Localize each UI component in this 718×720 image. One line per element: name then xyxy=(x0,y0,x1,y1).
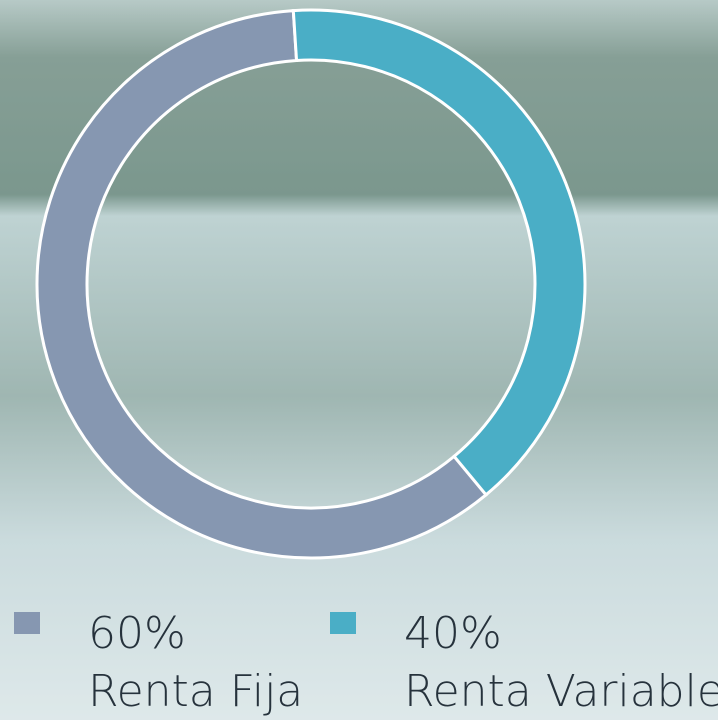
legend-value: 60% xyxy=(88,608,186,659)
donut-segment xyxy=(291,8,587,497)
legend-swatch xyxy=(14,612,40,634)
legend-swatch xyxy=(330,612,356,634)
legend-label: Renta Fija xyxy=(88,666,303,717)
legend-value: 40% xyxy=(404,608,502,659)
legend-label: Renta Variable xyxy=(404,666,718,717)
donut-segment xyxy=(35,8,489,560)
